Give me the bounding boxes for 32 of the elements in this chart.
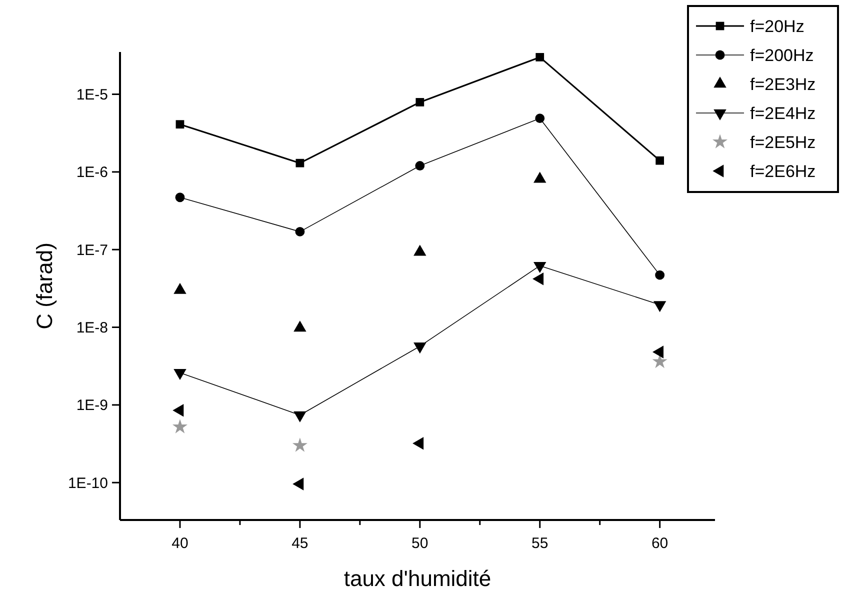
legend-label: f=2E4Hz [750,104,816,123]
point [292,438,308,452]
x-tick-label: 50 [412,535,428,552]
x-tick-label: 40 [172,535,188,552]
y-tick-label: 1E-8 [76,320,108,337]
y-axis-title: C (farad) [32,242,57,330]
legend-label: f=200Hz [750,46,814,65]
x-axis-title: taux d'humidité [344,566,492,591]
y-tick-label: 1E-7 [76,242,108,259]
y-tick-label: 1E-6 [76,164,108,182]
y-tick-label: 1E-9 [76,397,108,414]
x-tick-label: 60 [651,535,668,552]
point [295,226,305,236]
x-tick-label: 55 [532,535,548,552]
point [415,161,425,170]
point [652,354,668,368]
point [296,158,304,168]
point [416,98,424,106]
y-tick-label: 1E-5 [76,86,108,104]
y-tick-label: 1E-10 [68,474,108,492]
legend-label: f=2E6Hz [750,162,816,181]
point [172,419,188,434]
legend-label: f=2E5Hz [750,132,816,152]
point [176,120,184,129]
point [655,270,665,280]
legend-label: f=20Hz [750,16,804,36]
x-tick-label: 45 [292,535,308,552]
point [535,114,545,124]
legend-label: f=2E3Hz [750,74,816,94]
point [656,156,664,165]
point [536,53,544,62]
point [175,192,185,202]
